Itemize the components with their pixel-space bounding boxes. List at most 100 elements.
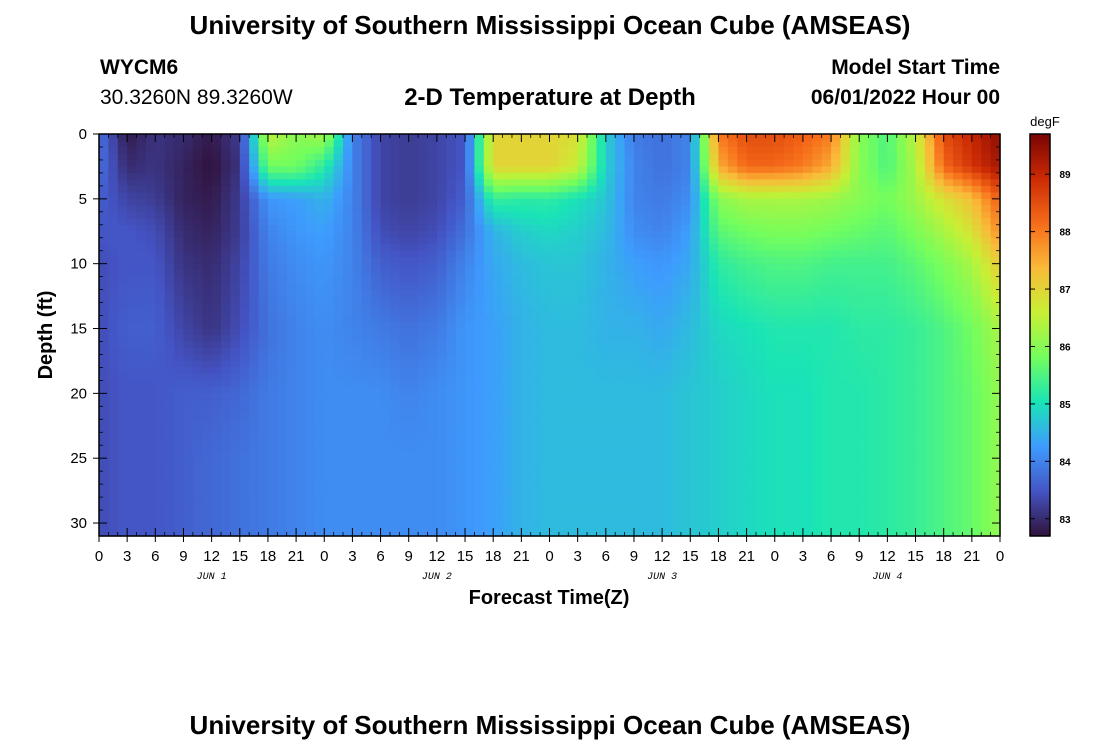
heatmap-cell	[183, 218, 194, 226]
heatmap-cell	[924, 276, 935, 284]
heatmap-cell	[915, 412, 926, 420]
heatmap-cell	[680, 172, 691, 180]
heatmap-cell	[831, 406, 842, 414]
heatmap-cell	[155, 328, 166, 336]
heatmap-cell	[455, 373, 466, 381]
heatmap-cell	[108, 198, 119, 206]
heatmap-cell	[540, 399, 551, 407]
heatmap-cell	[333, 354, 344, 362]
heatmap-cell	[887, 270, 898, 278]
heatmap-cell	[521, 224, 532, 232]
heatmap-cell	[352, 302, 363, 310]
heatmap-cell	[174, 146, 185, 155]
heatmap-cell	[906, 419, 917, 427]
heatmap-cell	[465, 263, 476, 271]
heatmap-cell	[896, 328, 907, 336]
heatmap-cell	[981, 322, 992, 330]
heatmap-cell	[99, 224, 109, 232]
heatmap-cell	[192, 425, 203, 433]
heatmap-cell	[981, 335, 992, 343]
heatmap-cell	[643, 218, 654, 226]
heatmap-cell	[690, 263, 701, 271]
heatmap-cell	[108, 458, 119, 466]
heatmap-cell	[549, 347, 560, 356]
heatmap-cell	[418, 224, 429, 232]
heatmap-cell	[831, 322, 842, 330]
heatmap-cell	[962, 250, 973, 258]
heatmap-cell	[521, 406, 532, 414]
heatmap-cell	[145, 419, 156, 427]
heatmap-cell	[540, 237, 551, 245]
heatmap-cell	[127, 425, 138, 433]
heatmap-cell	[192, 198, 203, 206]
heatmap-cell	[192, 360, 203, 369]
heatmap-cell	[699, 134, 710, 142]
heatmap-cell	[380, 373, 391, 381]
heatmap-cell	[737, 464, 748, 472]
heatmap-cell	[267, 179, 278, 187]
heatmap-cell	[549, 380, 560, 388]
heatmap-cell	[174, 192, 185, 200]
heatmap-cell	[408, 335, 419, 343]
heatmap-cell	[924, 270, 935, 278]
heatmap-cell	[521, 166, 532, 174]
heatmap-cell	[352, 315, 363, 323]
heatmap-cell	[333, 296, 344, 304]
heatmap-cell	[174, 283, 185, 291]
heatmap-cell	[774, 289, 785, 297]
heatmap-cell	[511, 257, 522, 265]
heatmap-cell	[521, 419, 532, 427]
heatmap-cell	[324, 159, 335, 168]
heatmap-cell	[953, 354, 964, 362]
heatmap-cell	[502, 250, 513, 258]
heatmap-cell	[446, 335, 457, 343]
heatmap-cell	[258, 231, 269, 239]
heatmap-cell	[596, 406, 607, 414]
heatmap-cell	[483, 360, 494, 369]
heatmap-cell	[943, 153, 954, 161]
heatmap-cell	[127, 354, 138, 362]
heatmap-cell	[136, 166, 147, 174]
heatmap-cell	[286, 179, 297, 187]
heatmap-cell	[690, 386, 701, 394]
heatmap-cell	[558, 464, 569, 472]
heatmap-cell	[436, 146, 447, 155]
heatmap-cell	[324, 205, 335, 213]
heatmap-cell	[652, 185, 663, 193]
heatmap-cell	[896, 185, 907, 193]
heatmap-cell	[333, 146, 344, 155]
heatmap-cell	[605, 134, 616, 142]
heatmap-cell	[192, 283, 203, 291]
heatmap-cell	[136, 347, 147, 356]
heatmap-cell	[258, 211, 269, 219]
heatmap-cell	[314, 231, 325, 239]
heatmap-cell	[868, 341, 879, 349]
heatmap-cell	[699, 140, 710, 148]
heatmap-cell	[530, 205, 541, 213]
heatmap-cell	[408, 360, 419, 369]
heatmap-cell	[915, 438, 926, 446]
heatmap-cell	[699, 192, 710, 200]
heatmap-cell	[737, 341, 748, 349]
heatmap-cell	[877, 185, 888, 193]
heatmap-cell	[784, 302, 795, 310]
heatmap-cell	[455, 412, 466, 420]
heatmap-cell	[108, 166, 119, 174]
heatmap-cell	[671, 412, 682, 420]
heatmap-cell	[934, 263, 945, 271]
heatmap-cell	[436, 315, 447, 323]
heatmap-cell	[859, 192, 870, 200]
heatmap-cell	[558, 231, 569, 239]
heatmap-cell	[418, 322, 429, 330]
heatmap-cell	[502, 315, 513, 323]
heatmap-cell	[249, 185, 260, 193]
heatmap-cell	[568, 445, 579, 453]
heatmap-cell	[549, 218, 560, 226]
heatmap-cell	[399, 205, 410, 213]
heatmap-cell	[258, 296, 269, 304]
heatmap-cell	[802, 192, 813, 200]
heatmap-cell	[840, 166, 851, 174]
heatmap-cell	[615, 237, 626, 245]
heatmap-cell	[840, 432, 851, 440]
heatmap-cell	[408, 198, 419, 206]
